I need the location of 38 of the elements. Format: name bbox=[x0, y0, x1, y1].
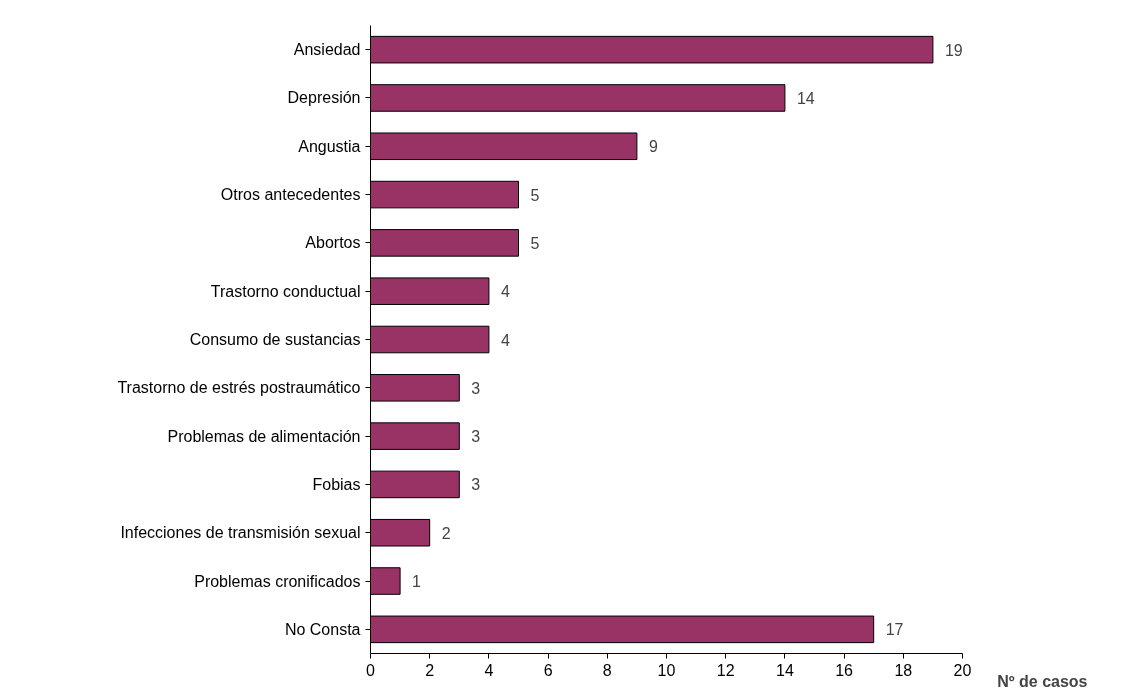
y-tick-label: Ansiedad bbox=[293, 41, 361, 59]
data-label: 3 bbox=[471, 476, 481, 494]
x-tick-label: 6 bbox=[543, 661, 553, 679]
data-label: 3 bbox=[471, 428, 481, 446]
y-tick-label: No Consta bbox=[284, 620, 361, 638]
y-tick-label: Angustia bbox=[298, 137, 361, 155]
x-tick-label: 16 bbox=[835, 661, 854, 679]
y-tick-label: Fobias bbox=[312, 475, 361, 493]
data-label: 14 bbox=[796, 89, 815, 107]
x-tick-label: 12 bbox=[716, 661, 735, 679]
y-tick-label: Problemas cronificados bbox=[194, 572, 361, 590]
y-tick-label: Depresión bbox=[287, 89, 361, 107]
data-label: 3 bbox=[471, 379, 481, 397]
data-label: 4 bbox=[500, 331, 510, 349]
x-tick-label: 18 bbox=[894, 661, 913, 679]
y-tick-label: Consumo de sustancias bbox=[189, 331, 361, 348]
y-tick-label: Trastorno de estrés postraumático bbox=[117, 379, 361, 397]
x-tick-label: 4 bbox=[484, 661, 494, 679]
x-tick-label: 2 bbox=[425, 661, 435, 679]
x-tick-label: 20 bbox=[953, 661, 972, 679]
data-label: 2 bbox=[441, 524, 451, 542]
data-label: 17 bbox=[885, 621, 904, 639]
y-tick-label: Problemas de alimentación bbox=[167, 427, 361, 445]
data-label: 5 bbox=[530, 234, 540, 252]
y-tick-label: Trastorno conductual bbox=[210, 282, 361, 300]
data-label: 5 bbox=[530, 186, 540, 204]
y-tick-label: Infecciones de transmisión sexual bbox=[120, 524, 361, 542]
data-label: 1 bbox=[412, 573, 422, 591]
x-tick-label: 14 bbox=[776, 661, 794, 679]
data-label: 19 bbox=[944, 41, 963, 59]
x-axis-title: Nº de casos bbox=[997, 672, 1088, 688]
x-tick-label: 10 bbox=[657, 661, 676, 679]
data-label: 9 bbox=[648, 138, 658, 156]
x-tick-label: 0 bbox=[366, 661, 376, 679]
x-tick-label: 8 bbox=[602, 661, 612, 679]
data-label: 4 bbox=[500, 283, 510, 301]
y-tick-label: Otros antecedentes bbox=[220, 186, 361, 204]
y-tick-label: Abortos bbox=[305, 234, 361, 252]
